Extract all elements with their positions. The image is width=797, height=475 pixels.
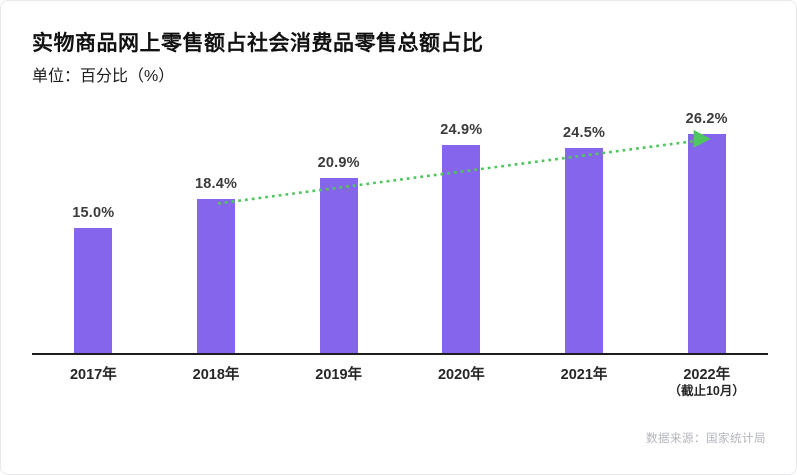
bar [687, 133, 726, 354]
x-axis-labels: 2017年 2018年 2019年 2020年 2021年 2022年 （截止10月） [32, 367, 768, 399]
bar-value-label: 20.9% [317, 155, 360, 172]
bar [74, 228, 113, 354]
chart-title: 实物商品网上零售额占社会消费品零售总额占比 [32, 32, 484, 55]
bar-slot: 18.4% [155, 101, 278, 354]
bar-slot: 26.2% [645, 101, 768, 354]
x-tick-label: 2018年 [192, 367, 240, 383]
x-tick-label: 2022年 [683, 367, 731, 383]
x-axis-line [32, 353, 768, 355]
bar-slot: 20.9% [277, 101, 400, 354]
bar [197, 199, 235, 354]
x-tick-label: 2021年 [560, 367, 608, 383]
x-tick: 2018年 [155, 367, 278, 399]
x-tick-sublabel: （截止10月） [668, 383, 745, 398]
bar-chart-plot: 15.0% 18.4% 20.9% 24.9% 24.5% 26.2% [32, 101, 768, 355]
bars-container: 15.0% 18.4% 20.9% 24.9% 24.5% 26.2% [32, 101, 768, 354]
bar-value-label: 24.5% [562, 125, 606, 142]
x-tick: 2017年 [32, 367, 155, 399]
bar [442, 144, 481, 354]
bar-value-label: 24.9% [440, 121, 483, 138]
bar-value-label: 18.4% [194, 176, 238, 193]
bar-slot: 24.9% [400, 101, 523, 354]
x-tick: 2019年 [277, 367, 400, 399]
bar-slot: 24.5% [523, 101, 646, 354]
x-tick: 2021年 [523, 367, 646, 399]
bar-value-label: 15.0% [72, 205, 115, 221]
x-tick: 2022年 （截止10月） [645, 367, 768, 399]
x-tick-label: 2019年 [315, 367, 363, 383]
x-tick-label: 2017年 [69, 367, 117, 383]
data-source-note: 数据来源：国家统计局 [646, 433, 766, 445]
x-tick: 2020年 [400, 367, 523, 399]
x-tick-label: 2020年 [437, 367, 485, 383]
bar-value-label: 26.2% [685, 110, 728, 127]
bar-slot: 15.0% [32, 101, 155, 354]
bar [565, 148, 604, 354]
chart-unit-label: 单位：百分比（%） [32, 68, 175, 85]
bar [319, 178, 358, 354]
